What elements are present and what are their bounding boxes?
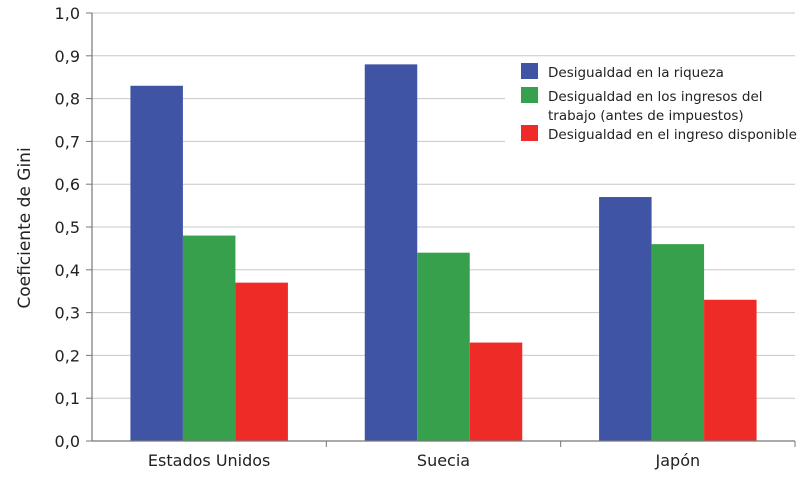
- x-tick-label: Suecia: [417, 451, 470, 470]
- bar: [130, 85, 183, 441]
- y-tick-label: 1,0: [55, 4, 80, 23]
- legend-label: Desigualdad en la riqueza: [548, 65, 724, 81]
- axes: 0,0 0,1 0,2 0,3 0,4 0,5 0,6 0,7 0,8 0,9 1,0 Estados…: [55, 4, 796, 470]
- x-tick-label: Japón: [655, 451, 701, 470]
- legend-background: [505, 57, 803, 169]
- y-axis-label: Coeficiente de Gini: [15, 147, 35, 308]
- legend-label: Desigualdad en los ingresos del: [548, 89, 763, 105]
- bar: [651, 244, 705, 441]
- bars: [130, 64, 757, 442]
- bar: [235, 282, 288, 441]
- y-tick-label: 0,1: [55, 389, 80, 408]
- x-tick-label: Estados Unidos: [148, 451, 270, 470]
- y-tick-label: 0,4: [55, 261, 80, 280]
- bar: [704, 299, 757, 441]
- bar: [469, 342, 523, 441]
- bar: [599, 197, 652, 441]
- bar: [417, 252, 470, 441]
- bar: [182, 235, 236, 441]
- legend-label: trabajo (antes de impuestos): [548, 108, 744, 124]
- legend-label: Desigualdad en el ingreso disponible: [548, 127, 797, 143]
- y-tick-label: 0,8: [55, 90, 80, 109]
- legend-swatch: [521, 63, 538, 79]
- bar: [364, 64, 418, 442]
- legend-swatch: [521, 87, 538, 103]
- y-tick-label: 0,2: [55, 346, 80, 365]
- legend-swatch: [521, 125, 538, 141]
- y-tick-label: 0,3: [55, 304, 80, 323]
- y-tick-label: 0,0: [55, 432, 80, 451]
- y-tick-label: 0,6: [55, 175, 80, 194]
- y-tick-label: 0,5: [55, 218, 80, 237]
- legend: Desigualdad en la riqueza Desigualdad en …: [505, 57, 803, 169]
- y-tick-label: 0,7: [55, 132, 80, 151]
- y-tick-label: 0,9: [55, 47, 80, 66]
